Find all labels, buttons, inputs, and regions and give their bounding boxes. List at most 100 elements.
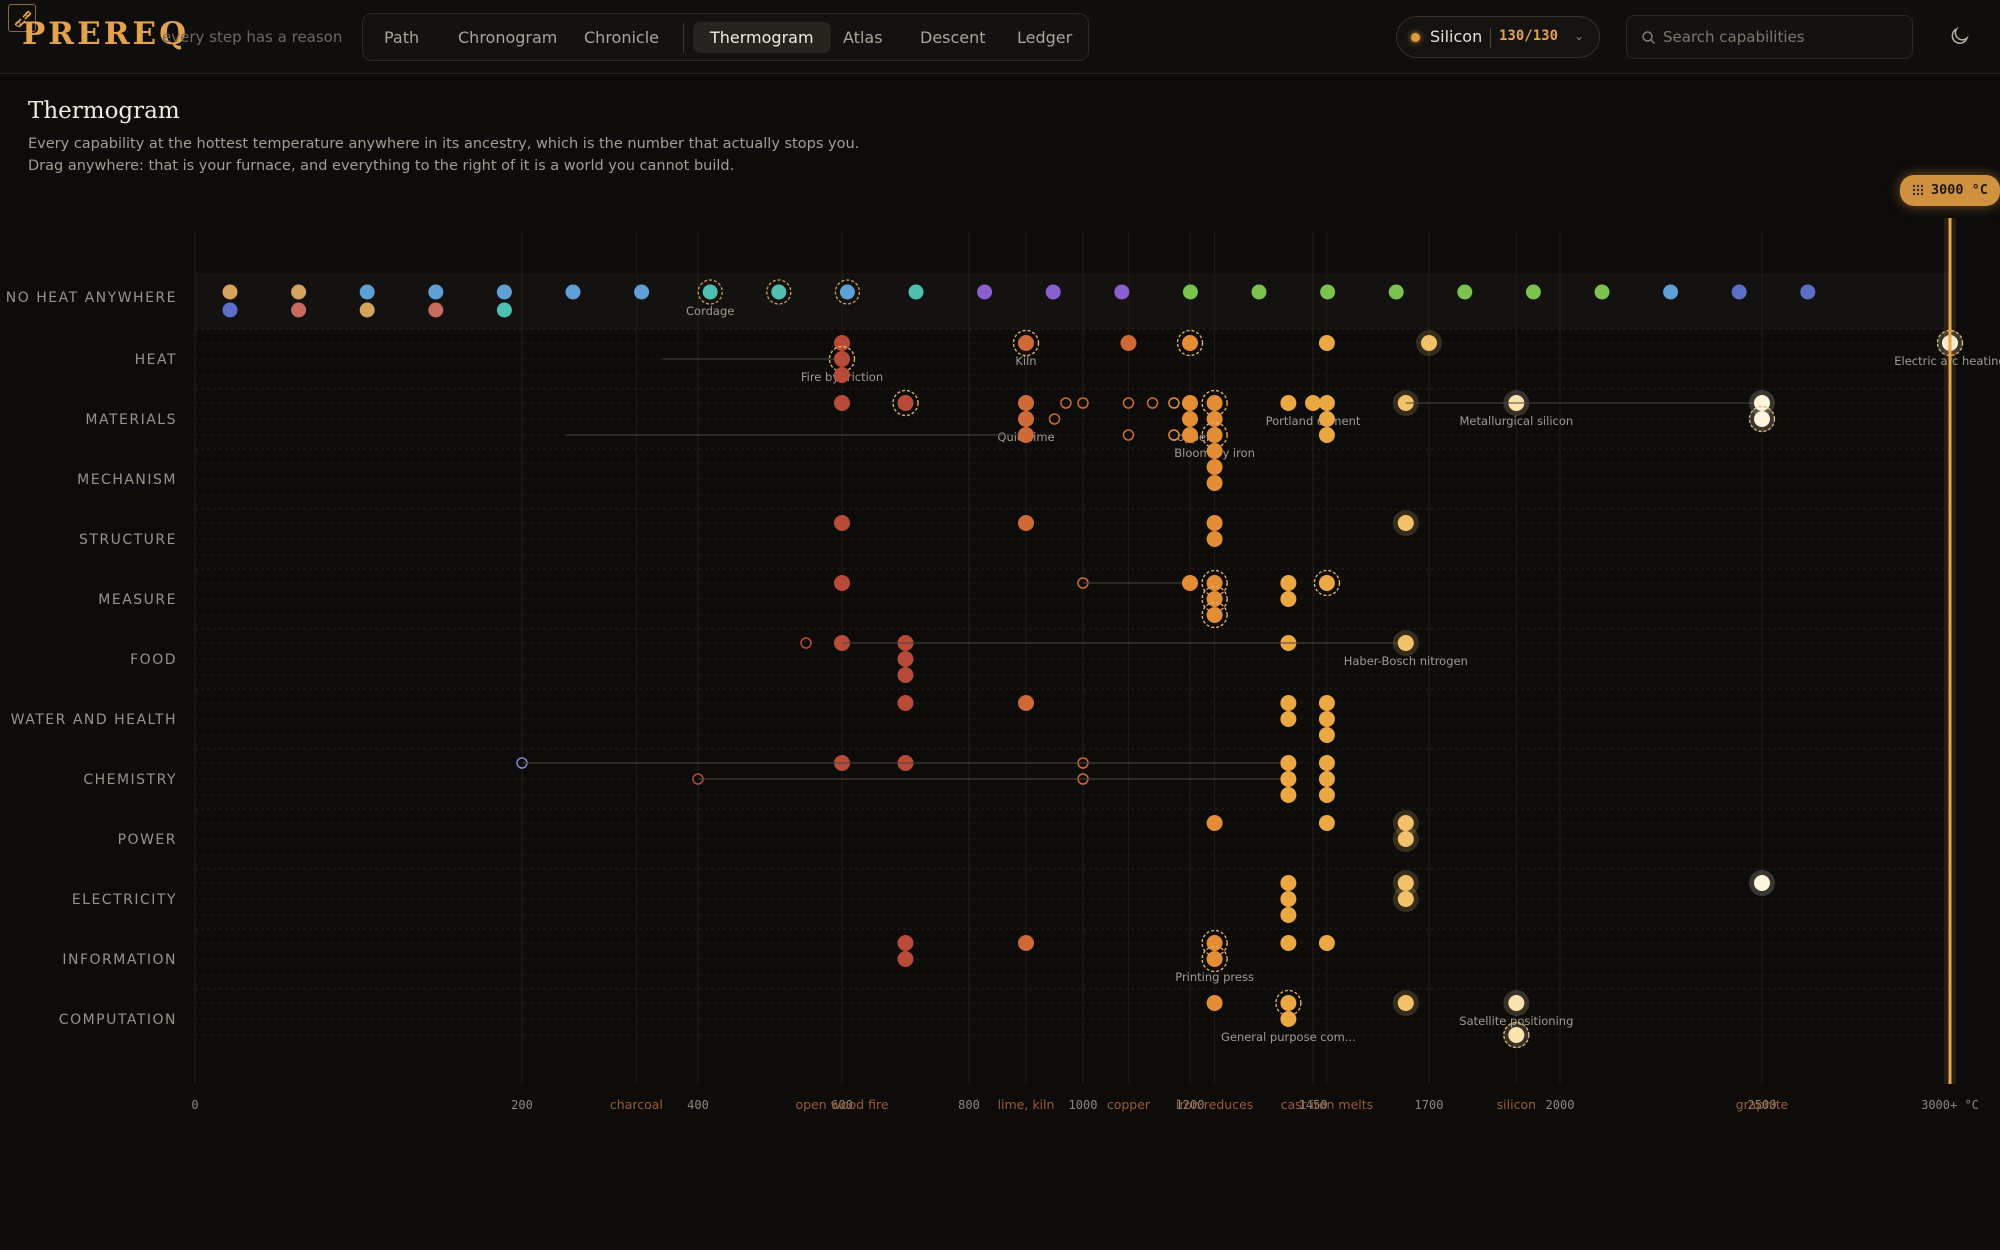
- capability-dot[interactable]: [1114, 284, 1130, 300]
- capability-dot-open[interactable]: [1168, 397, 1180, 409]
- capability-dot[interactable]: [1120, 335, 1137, 351]
- tab-path[interactable]: Path: [384, 28, 420, 47]
- capability-dot[interactable]: [1388, 284, 1404, 300]
- capability-dot[interactable]: [1280, 875, 1297, 891]
- capability-dot[interactable]: [1206, 607, 1223, 623]
- capability-dot[interactable]: [1018, 935, 1034, 951]
- capability-dot[interactable]: [1318, 395, 1335, 411]
- capability-dot[interactable]: [1397, 815, 1414, 831]
- capability-dot[interactable]: [1206, 427, 1223, 443]
- capability-dot[interactable]: [1457, 284, 1473, 300]
- capability-dot[interactable]: [1318, 695, 1335, 711]
- capability-dot[interactable]: [1182, 411, 1198, 427]
- capability-dot[interactable]: [1182, 335, 1198, 351]
- capability-dot[interactable]: [1206, 411, 1223, 427]
- capability-dot[interactable]: [1206, 475, 1223, 491]
- capability-dot[interactable]: [1018, 515, 1034, 531]
- capability-dot[interactable]: [834, 395, 850, 411]
- capability-dot[interactable]: [1018, 427, 1034, 443]
- capability-dot[interactable]: [1280, 575, 1297, 591]
- capability-dot[interactable]: [1280, 395, 1297, 411]
- capability-dot[interactable]: [1018, 411, 1034, 427]
- capability-dot[interactable]: [1206, 443, 1223, 459]
- capability-dot[interactable]: [1018, 335, 1034, 351]
- capability-dot[interactable]: [1018, 695, 1034, 711]
- capability-dot[interactable]: [1206, 531, 1223, 547]
- capability-dot[interactable]: [1800, 284, 1816, 300]
- capability-dot[interactable]: [1663, 284, 1679, 300]
- capability-dot[interactable]: [1594, 284, 1610, 300]
- capability-dot[interactable]: [428, 302, 444, 318]
- capability-dot[interactable]: [1280, 907, 1297, 923]
- tab-thermogram[interactable]: Thermogram: [693, 22, 831, 53]
- capability-dot[interactable]: [908, 284, 924, 300]
- capability-dot[interactable]: [834, 515, 850, 531]
- capability-dot[interactable]: [1318, 427, 1335, 443]
- capability-dot[interactable]: [834, 351, 850, 367]
- capability-dot[interactable]: [222, 302, 238, 318]
- capability-dot[interactable]: [1318, 711, 1335, 727]
- capability-dot[interactable]: [897, 935, 914, 951]
- capability-dot[interactable]: [634, 284, 650, 300]
- capability-dot[interactable]: [222, 284, 238, 300]
- capability-dot-open[interactable]: [1060, 397, 1072, 409]
- capability-dot[interactable]: [1280, 771, 1297, 787]
- tab-atlas[interactable]: Atlas: [843, 28, 883, 47]
- capability-dot[interactable]: [1251, 284, 1267, 300]
- capability-dot[interactable]: [1182, 284, 1198, 300]
- capability-dot[interactable]: [1206, 995, 1223, 1011]
- capability-dot-open[interactable]: [1122, 429, 1135, 441]
- capability-dot[interactable]: [771, 284, 787, 300]
- capability-dot[interactable]: [702, 284, 718, 300]
- capability-dot[interactable]: [1280, 1011, 1297, 1027]
- furnace-handle[interactable]: 3000 °C: [1900, 175, 2000, 206]
- profile-selector[interactable]: Silicon 130/130 ⌄: [1396, 16, 1600, 58]
- capability-dot[interactable]: [834, 575, 850, 591]
- tab-descent[interactable]: Descent: [920, 28, 986, 47]
- moon-icon[interactable]: [1948, 24, 1972, 48]
- capability-dot[interactable]: [1318, 755, 1335, 771]
- capability-dot[interactable]: [1280, 995, 1297, 1011]
- capability-dot[interactable]: [1280, 695, 1297, 711]
- capability-dot[interactable]: [1182, 395, 1198, 411]
- capability-dot[interactable]: [1318, 411, 1335, 427]
- capability-dot-open[interactable]: [1077, 397, 1089, 409]
- capability-dot[interactable]: [496, 302, 512, 318]
- capability-dot[interactable]: [834, 367, 850, 383]
- capability-dot-open[interactable]: [1168, 429, 1180, 441]
- capability-dot[interactable]: [1318, 771, 1335, 787]
- capability-dot[interactable]: [496, 284, 512, 300]
- capability-dot[interactable]: [1206, 395, 1223, 411]
- tab-chronogram[interactable]: Chronogram: [458, 28, 558, 47]
- capability-dot[interactable]: [428, 284, 444, 300]
- capability-dot[interactable]: [1280, 891, 1297, 907]
- capability-dot[interactable]: [897, 667, 914, 683]
- capability-dot[interactable]: [1731, 284, 1747, 300]
- capability-dot[interactable]: [291, 302, 307, 318]
- capability-dot[interactable]: [1318, 575, 1335, 591]
- capability-dot[interactable]: [1206, 951, 1223, 967]
- capability-dot[interactable]: [1206, 591, 1223, 607]
- capability-dot-open[interactable]: [800, 637, 812, 649]
- capability-dot[interactable]: [565, 284, 581, 300]
- capability-dot[interactable]: [1280, 711, 1297, 727]
- capability-dot[interactable]: [897, 951, 914, 967]
- capability-dot[interactable]: [897, 651, 914, 667]
- capability-dot[interactable]: [1318, 335, 1335, 351]
- capability-dot[interactable]: [1754, 875, 1770, 891]
- capability-dot[interactable]: [1421, 335, 1437, 351]
- capability-dot[interactable]: [1397, 515, 1414, 531]
- capability-dot[interactable]: [1018, 395, 1034, 411]
- capability-dot[interactable]: [1397, 635, 1414, 651]
- capability-dot[interactable]: [897, 395, 914, 411]
- capability-dot[interactable]: [1206, 515, 1223, 531]
- capability-dot[interactable]: [291, 284, 307, 300]
- capability-dot[interactable]: [1305, 395, 1321, 411]
- app-link-icon[interactable]: [8, 4, 36, 32]
- capability-dot-open[interactable]: [1048, 413, 1061, 425]
- capability-dot[interactable]: [1280, 755, 1297, 771]
- capability-dot[interactable]: [1318, 815, 1335, 831]
- capability-dot[interactable]: [897, 695, 914, 711]
- search-input[interactable]: [1663, 24, 1903, 50]
